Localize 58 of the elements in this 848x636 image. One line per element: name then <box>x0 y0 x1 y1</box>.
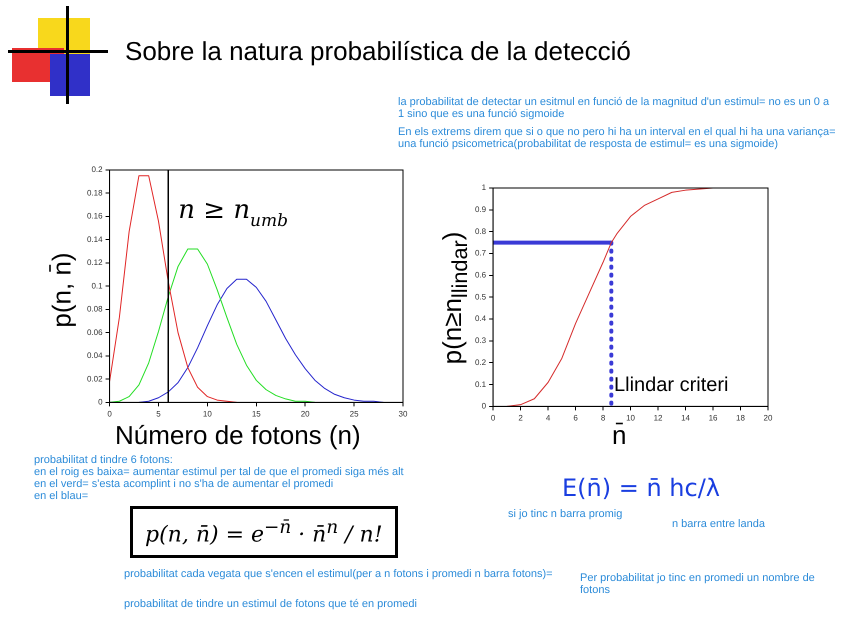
text: probabilitat de tindre un estimul de fotons que té en promedi <box>124 598 417 610</box>
text: la probabilitat de detectar un esitmul en funció de la magnitud d'un estimul= no es un 0 a 1 sino que es una funció sigmoide <box>398 96 830 120</box>
x-tick-label: 10 <box>202 409 212 418</box>
y-tick-label: 0.8 <box>474 226 487 236</box>
x-tick-label: 25 <box>350 409 360 418</box>
y-tick-label: 0.08 <box>86 304 104 314</box>
x-tick-label: 12 <box>654 413 664 422</box>
y-tick-label: 0.18 <box>86 188 104 198</box>
x-tick-label: 18 <box>736 413 746 422</box>
text: Per probabilitat jo tinc en promedi un nombre de fotons <box>580 572 816 596</box>
y-tick-label: 0.06 <box>86 328 104 337</box>
x-tick-label: 15 <box>252 409 262 418</box>
x-tick-label: 4 <box>546 413 551 422</box>
y-tick-label: 0.1 <box>91 281 104 290</box>
y-tick-label: 0.3 <box>474 336 487 346</box>
x-tick-label: 20 <box>300 409 310 418</box>
x-tick-label: 0 <box>490 413 496 422</box>
x-tick-label: 14 <box>681 413 691 422</box>
y-tick-label: 0.16 <box>86 212 104 221</box>
y-tick-label: 0.7 <box>474 248 487 258</box>
y-axis-title: p(n, n̄) <box>46 252 78 328</box>
y-tick-label: 1 <box>482 183 487 192</box>
x-tick-label: 5 <box>156 409 162 418</box>
text: si jo tinc n barra promig <box>508 508 622 520</box>
y-tick-label: 0.2 <box>91 165 104 174</box>
y-tick-label: 0.5 <box>474 292 487 302</box>
y-tick-label: 0.04 <box>86 351 104 360</box>
y-tick-label: 0.1 <box>474 380 487 389</box>
text: probabilitat d tindre 6 fotons: <box>34 454 173 466</box>
y-tick-label: 0.9 <box>474 205 487 214</box>
y-tick-label: 0.4 <box>474 314 487 324</box>
text: p(n, n̄) = e$^{−n̄}$ · n̄$^{n}$ / n! <box>130 506 398 558</box>
y-tick-label: 0.02 <box>86 374 104 384</box>
x-tick-label: 30 <box>398 409 408 418</box>
text: E(n̄) = n̄ hc/λ <box>562 474 720 502</box>
x-tick-label: 10 <box>626 413 636 422</box>
x-tick-label: 2 <box>518 413 524 422</box>
y-tick-label: 0.2 <box>474 358 487 367</box>
y-tick-label: 0.14 <box>86 234 104 244</box>
annotation: Llindar criteri <box>614 374 728 397</box>
text: en el roig es baixa= aumentar estimul per tal de que el promedi siga més alt <box>34 466 404 478</box>
x-tick-label: 8 <box>600 413 606 422</box>
chart-title: Sobre la natura probabilística de la detecció <box>125 36 631 67</box>
text: En els extrems direm que si o que no pero hi ha un interval en el qual hi ha una variança= una funció psicometrica(probabilitat de resposta de estimul= es una sigmoide) <box>398 126 837 150</box>
x-axis-title: Número de fotons (n) <box>115 420 361 451</box>
y-tick-label: 0 <box>98 398 104 407</box>
text: probabilitat cada vegata que s'encen el estimul(per a n fotons i promedi n barra fotons)= <box>124 568 553 580</box>
x-tick-label: 20 <box>764 413 773 422</box>
y-tick-label: 0 <box>482 402 487 411</box>
x-tick-label: 16 <box>708 413 718 422</box>
x-tick-label: 0 <box>107 409 112 418</box>
y-tick-label: 0.6 <box>474 270 487 280</box>
text: en el blau= <box>34 490 88 502</box>
text: n barra entre landa <box>672 518 765 530</box>
y-tick-label: 0.12 <box>86 258 104 268</box>
text: en el verd= s'esta acomplint i no s'ha de aumentar el promedi <box>34 478 334 490</box>
x-tick-label: 6 <box>573 413 578 422</box>
x-axis-title: n̄ <box>612 420 626 451</box>
